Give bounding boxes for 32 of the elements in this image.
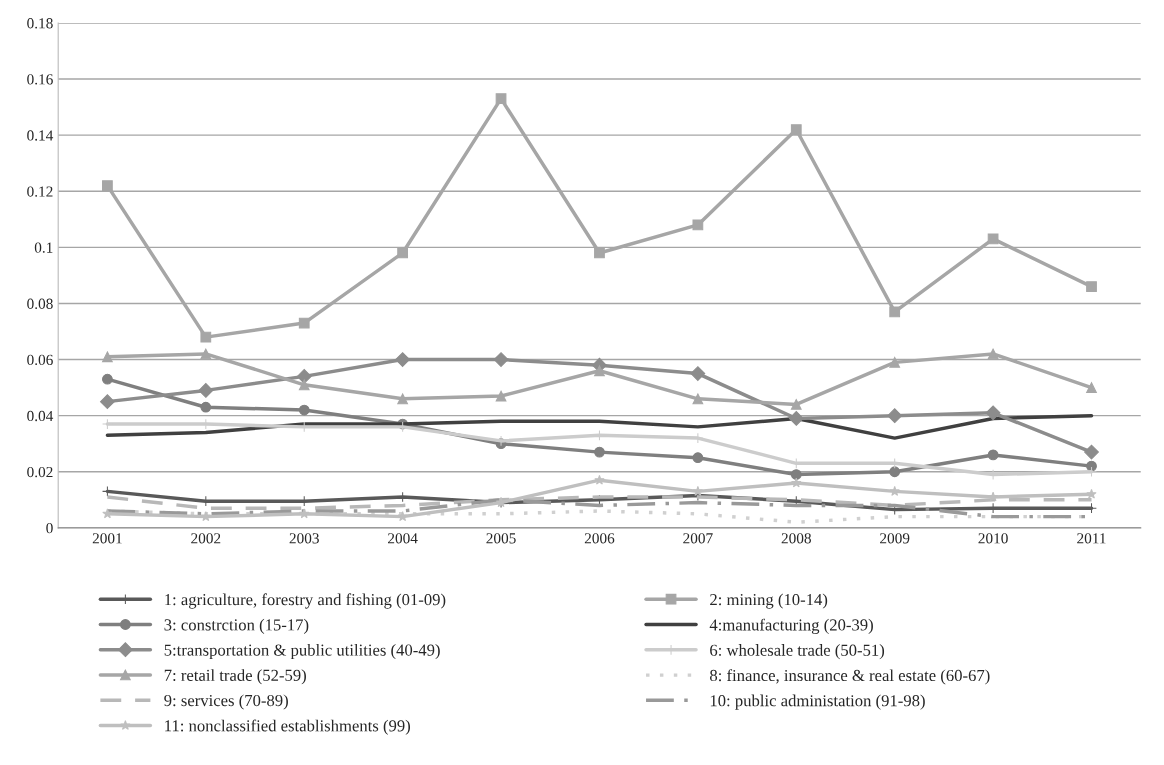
x-tick-label: 2002	[191, 533, 221, 544]
y-tick-label: 0	[46, 522, 53, 534]
x-tick-label: 2008	[781, 533, 811, 544]
x-tick-label: 2007	[683, 533, 713, 544]
legend-label: 9: services (70-89)	[164, 694, 288, 710]
legend-label: 2: mining (10-14)	[710, 593, 828, 609]
y-tick-label: 0.06	[27, 354, 53, 366]
x-tick-label: 2004	[388, 533, 418, 544]
x-tick-label: 2006	[584, 533, 615, 544]
y-tick-label: 0.1	[34, 242, 53, 253]
x-tick-label: 2001	[92, 533, 122, 544]
y-tick-label: 0.16	[27, 74, 53, 85]
y-tick-label: 0.18	[27, 18, 53, 29]
y-tick-label: 0.08	[27, 298, 53, 309]
legend-label: 10: public administation (91-98)	[710, 694, 925, 710]
x-tick-label: 2003	[289, 533, 319, 544]
legend-label: 6: wholesale trade (50-51)	[710, 644, 885, 660]
x-tick-label: 2005	[486, 533, 516, 544]
y-tick-label: 0.14	[27, 130, 54, 141]
x-tick-label: 2010	[978, 533, 1008, 544]
y-tick-label: 0.02	[27, 466, 53, 478]
x-tick-label: 2009	[880, 533, 910, 544]
legend-label: 5:transportation & public utilities (40-49)	[164, 643, 440, 660]
legend-label: 1: agriculture, forestry and fishing (01-09)	[165, 593, 446, 609]
legend-label: 11: nonclassified establishments (99)	[165, 719, 411, 735]
legend-label: 8: finance, insurance & real estate (60-67)	[710, 669, 990, 685]
legend-label: 3: constrction (15-17)	[164, 618, 309, 634]
legend-label: 7: retail trade (52-59)	[164, 669, 306, 685]
y-tick-label: 0.12	[27, 186, 53, 197]
x-tick-label: 2011	[1077, 533, 1106, 544]
y-tick-label: 0.04	[27, 410, 54, 422]
legend-label: 4:manufacturing (20-39)	[709, 618, 873, 634]
